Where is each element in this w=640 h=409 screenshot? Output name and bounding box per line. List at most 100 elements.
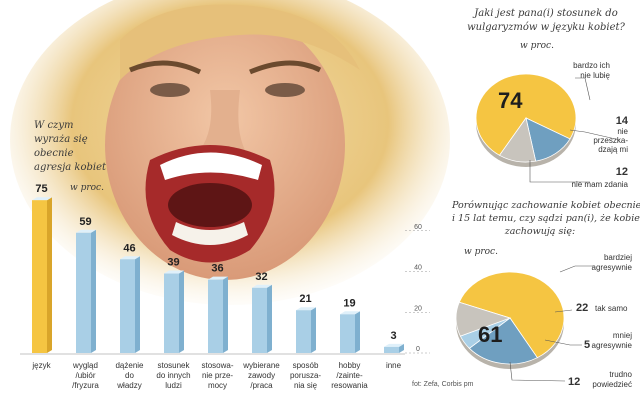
- x-tick-label: do innych: [156, 371, 190, 380]
- pie-slice: [498, 117, 537, 163]
- bar-top: [120, 256, 140, 260]
- pie-top-labels: bardzo ich nie lubię 74 14 nie przeszka-…: [498, 61, 629, 189]
- bar: [32, 200, 47, 353]
- bar-chart-question-line: W czym: [34, 120, 73, 131]
- pie-top-value-dislike: 74: [498, 88, 523, 113]
- pie-bottom-label-less-aggressive: mniej: [613, 331, 632, 340]
- bar-chart-question-line: obecnie: [34, 148, 74, 159]
- bar: [164, 273, 179, 353]
- bar-top: [252, 284, 272, 288]
- bar: [296, 310, 311, 353]
- pie-top-label-no-opinion: nie mam zdania: [572, 180, 629, 189]
- bar-chart: 0 20 40 60 75 język 59 wygląd/ubiór/fryzura 46 dą…: [20, 183, 430, 390]
- x-tick-label: nia się: [294, 381, 318, 390]
- bar-value-label: 46: [123, 242, 135, 254]
- pie-top-label-no-bother: nie: [617, 127, 628, 136]
- pie-bottom-labels: bardziej agresywnie 61 22 tak samo mniej…: [478, 253, 633, 389]
- pie-top-question-line: wulgaryzmów w języku kobiet?: [467, 22, 625, 33]
- pie-top-label-no-bother: dzają mi: [598, 145, 628, 154]
- pie-bottom-value-more-aggressive: 61: [478, 322, 502, 347]
- bar-side: [399, 343, 404, 353]
- pie-top-unit: w proc.: [520, 41, 554, 51]
- bar-top: [164, 270, 184, 274]
- pie-top-question-line: Jaki jest pana(i) stosunek do: [472, 8, 617, 19]
- pie-bottom-label-more-aggressive: bardziej: [604, 253, 632, 262]
- bar-side: [223, 276, 228, 353]
- x-tick-label: mocy: [208, 381, 227, 390]
- x-tick-label: ludzi: [165, 381, 182, 390]
- y-tick-label: 0: [416, 346, 420, 353]
- bar-value-label: 32: [255, 271, 267, 283]
- x-tick-label: dążenie: [115, 361, 144, 370]
- bar-side: [267, 284, 272, 353]
- x-tick-label: inne: [386, 361, 402, 370]
- x-tick-label: stosowa-: [201, 361, 233, 370]
- bar-value-label: 21: [299, 293, 311, 305]
- bar-chart-question: W czym wyraża się obecnie agresja kobiet…: [34, 120, 107, 193]
- pie-slice: [455, 301, 512, 337]
- bar: [120, 259, 135, 353]
- bar-top: [208, 276, 228, 280]
- x-tick-label: /fryzura: [72, 381, 99, 390]
- pie-bottom-unit: w proc.: [464, 247, 498, 257]
- x-tick-label: zawody: [248, 371, 275, 380]
- pie-top-chart: [475, 73, 577, 167]
- bar-chart-question-line: agresja kobiet: [34, 162, 107, 173]
- bar-side: [179, 270, 184, 353]
- bar-value-label: 36: [211, 263, 223, 275]
- pie-top-value-no-opinion: 12: [616, 166, 628, 178]
- pie-bottom-question-line: Porównując zachowanie kobiet obecnie: [451, 200, 640, 211]
- pie-top-label-dislike: nie lubię: [580, 71, 610, 80]
- pie-bottom-label-hard-to-say: trudno: [609, 370, 632, 379]
- x-tick-label: porusza-: [290, 371, 321, 380]
- pie-bottom-question: Porównując zachowanie kobiet obecnie i 1…: [451, 200, 640, 257]
- pie-slice: [468, 317, 538, 365]
- pie-bottom-question-line: zachowują się:: [504, 226, 575, 237]
- y-tick-label: 60: [414, 224, 422, 231]
- screaming-woman-photo: [10, 0, 450, 305]
- bar-value-label: 3: [390, 330, 396, 342]
- x-tick-label: hobby: [339, 361, 361, 370]
- pie-bottom-label-same: tak samo: [595, 304, 628, 313]
- x-tick-label: do: [125, 371, 134, 380]
- pie-slice: [475, 73, 577, 156]
- x-tick-label: /zainte-: [336, 371, 363, 380]
- pie-bottom-label-less-aggressive: agresywnie: [592, 341, 633, 350]
- pie-bottom-value-same: 22: [576, 302, 588, 314]
- bar: [208, 279, 223, 353]
- x-tick-label: nie prze-: [202, 371, 233, 380]
- bar-chart-unit: w proc.: [70, 183, 104, 193]
- x-tick-label: stosunek: [157, 361, 190, 370]
- bar: [340, 314, 355, 353]
- x-tick-label: /praca: [250, 381, 273, 390]
- bar-top: [32, 197, 52, 201]
- bar: [76, 232, 91, 353]
- bar-top: [296, 307, 316, 311]
- bar-side: [47, 197, 52, 353]
- pie-bottom-value-hard-to-say: 12: [568, 376, 580, 388]
- pie-top-value-no-bother: 14: [616, 115, 629, 127]
- bar: [384, 346, 399, 353]
- x-tick-label: wybierane: [242, 361, 280, 370]
- x-tick-label: resowania: [331, 381, 368, 390]
- x-tick-label: język: [31, 361, 51, 370]
- bar-top: [340, 311, 360, 315]
- y-tick-label: 40: [414, 265, 422, 272]
- x-tick-label: sposób: [293, 361, 319, 370]
- bar-value-label: 39: [167, 257, 179, 269]
- x-tick-label: /ubiór: [75, 371, 95, 380]
- x-tick-label: władzy: [116, 381, 141, 390]
- bar-side: [355, 311, 360, 353]
- bar-side: [311, 307, 316, 353]
- bar-top: [76, 229, 96, 233]
- bar-value-label: 19: [343, 297, 355, 309]
- x-tick-label: wygląd: [72, 361, 98, 370]
- bar-chart-question-line: wyraża się: [34, 134, 88, 145]
- bar-value-label: 59: [79, 216, 91, 228]
- pie-top-label-no-bother: przeszka-: [593, 136, 628, 145]
- bar-value-label: 75: [35, 183, 47, 195]
- pie-bottom-question-line: i 15 lat temu, czy sądzi pan(i), że kobi…: [452, 213, 640, 224]
- bar-side: [135, 256, 140, 353]
- bar-top: [384, 343, 404, 347]
- bar: [252, 287, 267, 353]
